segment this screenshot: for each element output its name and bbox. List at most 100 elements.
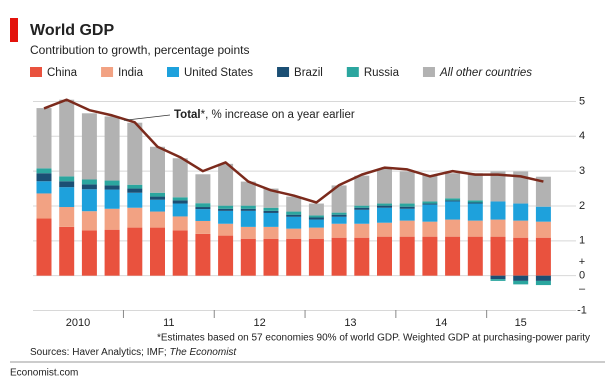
annotation-text: *, % increase on a year earlier [201, 109, 355, 121]
bar-segment [513, 203, 529, 221]
bar-segment [490, 201, 506, 220]
bar-segment [354, 205, 370, 208]
bar-segment [331, 214, 347, 217]
bar-segment [127, 192, 143, 208]
bar-segment [195, 203, 211, 208]
x-tick-label: 12 [254, 317, 266, 329]
legend-label: China [47, 67, 78, 79]
legend-swatch [101, 67, 114, 77]
legend-label: All other countries [439, 67, 532, 79]
bar-segment [354, 207, 370, 210]
bar-segment [377, 168, 392, 204]
bar-segment [150, 211, 165, 228]
bar-segment [331, 185, 347, 213]
y-tick-label: 4 [579, 130, 585, 142]
bar-segment [81, 113, 97, 180]
bar-segment [377, 236, 392, 276]
bar-segment [354, 223, 370, 238]
bar-segment [286, 238, 302, 276]
bar-segment [81, 189, 97, 212]
bar-segment [422, 175, 438, 202]
sign-label: + [579, 256, 585, 268]
bar-segment [218, 235, 234, 276]
bar-segment [308, 227, 324, 239]
source-text: Sources: Haver Analytics; IMF; [30, 347, 170, 358]
bar-segment [59, 207, 75, 227]
bar-segment [331, 216, 347, 224]
bar-segment [535, 176, 551, 207]
bar-segment [535, 221, 551, 238]
bar-segment [81, 184, 97, 190]
bar-segment [36, 173, 52, 182]
y-tick-label: 0 [579, 270, 585, 282]
bar-segment [445, 219, 461, 237]
bar-segment [513, 171, 529, 204]
x-tick-label: 2010 [66, 317, 90, 329]
bar-segment [467, 220, 483, 237]
source-italic: The Economist [170, 347, 238, 358]
bar-segment [195, 220, 211, 234]
legend-swatch [167, 67, 179, 77]
legend-swatch [422, 67, 435, 77]
bar-segment [399, 236, 415, 276]
bar-segment [150, 196, 165, 200]
bar-segment [218, 205, 234, 209]
bar-segment [104, 180, 120, 186]
bar-segment [308, 238, 324, 276]
bar-segment [422, 203, 438, 205]
bar-segment [240, 181, 256, 206]
bar-segment [150, 192, 165, 197]
bar-segment [218, 163, 234, 206]
bar-segment [104, 229, 120, 276]
x-tick-label: 13 [344, 317, 356, 329]
bar-segment [490, 219, 506, 237]
legend-label: United States [184, 67, 253, 79]
bar-segment [286, 228, 302, 239]
bar-segment [399, 203, 415, 207]
bar-segment [59, 226, 75, 276]
bar-segment [399, 171, 415, 204]
bar-segment [59, 187, 75, 208]
bar-segment [127, 227, 143, 276]
bar-segment [445, 173, 461, 199]
bar-segment [36, 218, 52, 276]
bar-segment [513, 220, 529, 238]
bar-segment [331, 212, 347, 215]
bar-segment [218, 208, 234, 211]
bar-segment [331, 223, 347, 238]
legend-label: Brazil [294, 67, 323, 79]
bar-segment [354, 209, 370, 224]
bar-segment [467, 202, 483, 204]
bar-segment [59, 99, 75, 177]
bar-segment [535, 275, 551, 281]
bar-segment [195, 174, 211, 204]
bar-segment [240, 208, 256, 211]
bar-segment [59, 181, 75, 188]
bar-segment [36, 193, 52, 219]
footnote: *Estimates based on 57 economies 90% of … [157, 333, 590, 344]
bar-segment [286, 214, 302, 217]
bar-segment [445, 201, 461, 220]
bar-segment [377, 207, 392, 223]
bar-segment [263, 212, 279, 227]
bar-segment [445, 236, 461, 276]
bar-segment [308, 219, 324, 228]
bar-segment [467, 200, 483, 203]
bar-segment [263, 188, 279, 208]
y-tick-label: 5 [579, 95, 585, 107]
bar-segment [286, 196, 302, 212]
bar-segment [535, 280, 551, 286]
bar-segment [263, 207, 279, 211]
bar-segment [36, 108, 52, 169]
bar-segment [263, 238, 279, 276]
bar-segment [331, 237, 347, 276]
bar-segment [36, 168, 52, 174]
bar-segment [59, 176, 75, 182]
annotation-name: Total [174, 109, 201, 121]
bar-segment [286, 211, 302, 215]
bar-segment [104, 189, 120, 209]
bar-segment [81, 211, 97, 231]
line-annotation: Total*, % increase on a year earlier [174, 109, 355, 121]
brand-mark [10, 18, 18, 42]
bar-segment [377, 203, 392, 206]
